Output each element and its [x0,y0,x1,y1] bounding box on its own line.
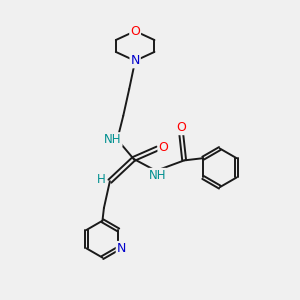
Text: O: O [130,25,140,38]
Text: NH: NH [104,133,122,146]
Text: O: O [176,121,186,134]
Text: O: O [158,140,168,154]
Text: H: H [97,172,106,186]
Text: NH: NH [149,169,166,182]
Text: N: N [117,242,126,255]
Text: N: N [130,54,140,67]
